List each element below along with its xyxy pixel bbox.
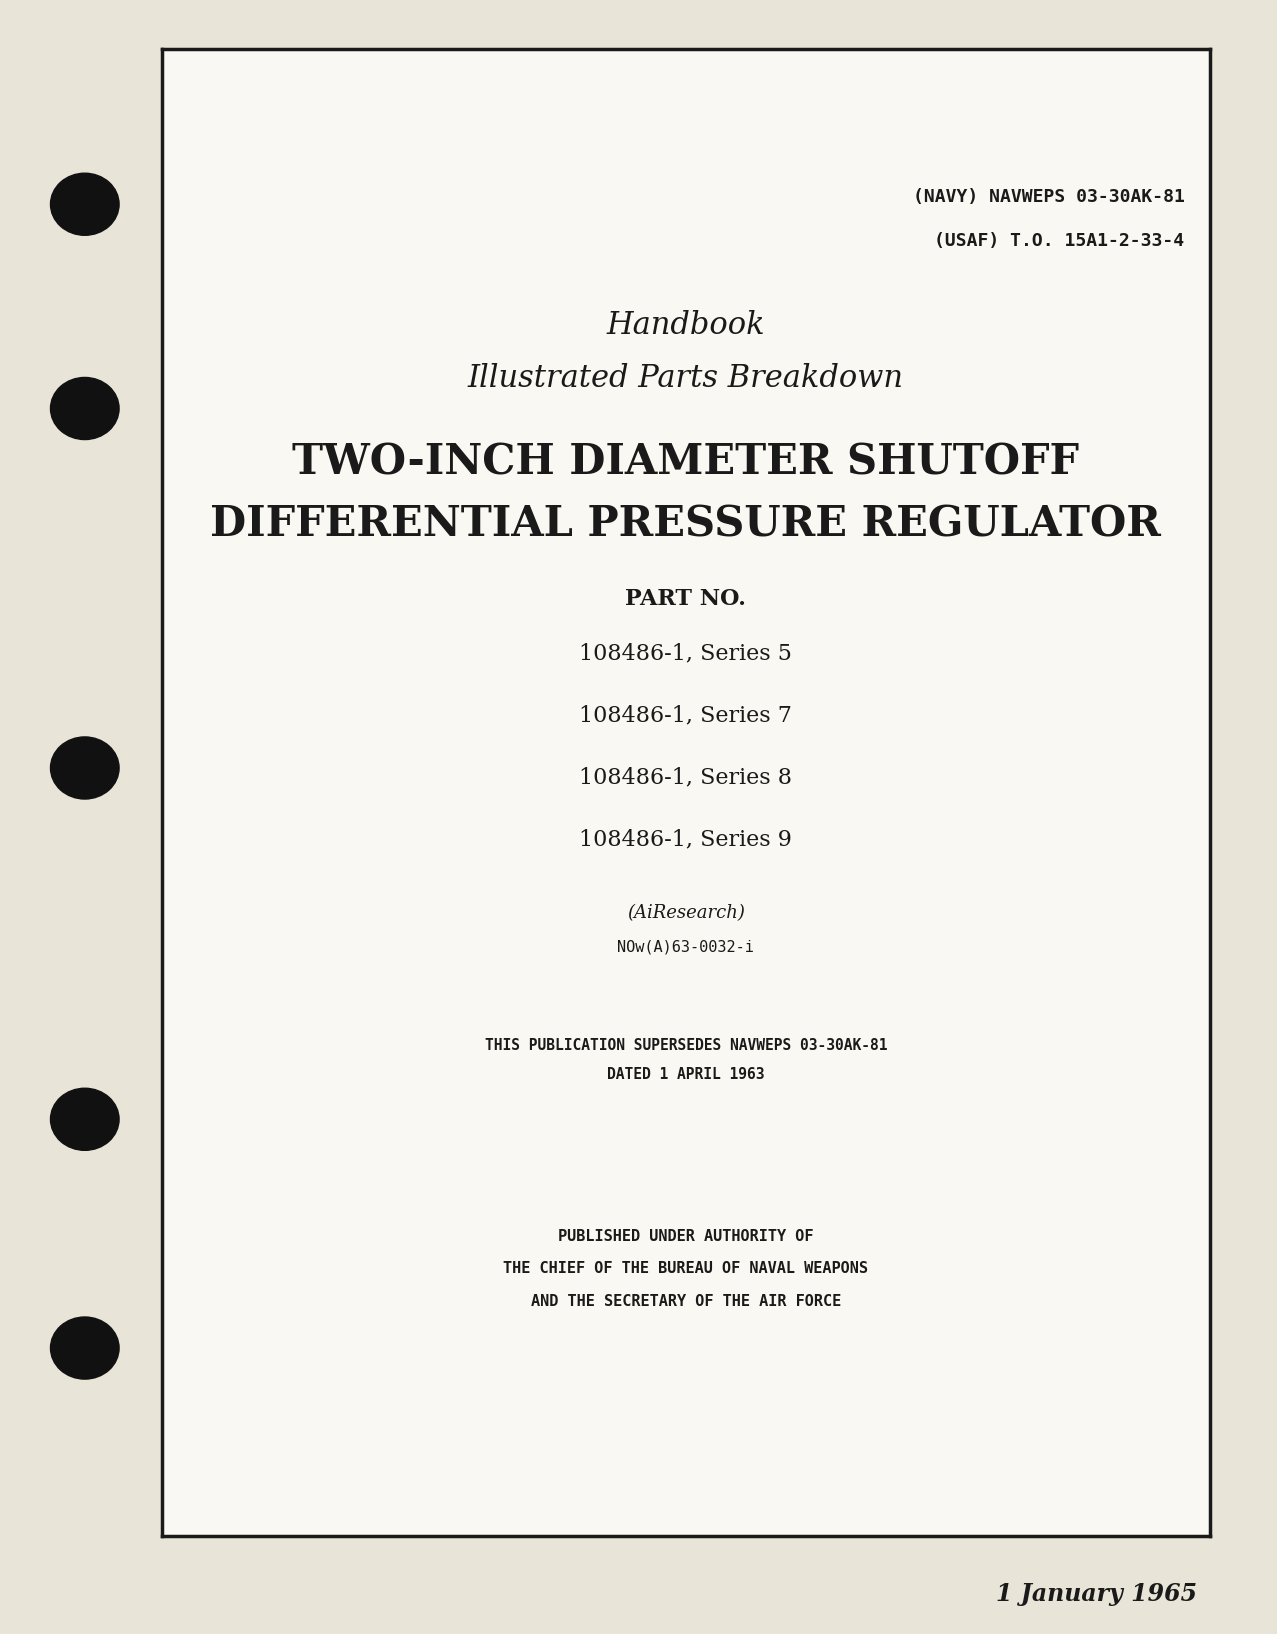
Text: 108486-1, Series 7: 108486-1, Series 7	[580, 704, 792, 725]
Text: TWO-INCH DIAMETER SHUTOFF: TWO-INCH DIAMETER SHUTOFF	[292, 441, 1079, 484]
Text: PUBLISHED UNDER AUTHORITY OF: PUBLISHED UNDER AUTHORITY OF	[558, 1229, 813, 1243]
Text: Illustrated Parts Breakdown: Illustrated Parts Breakdown	[467, 363, 904, 394]
Text: AND THE SECRETARY OF THE AIR FORCE: AND THE SECRETARY OF THE AIR FORCE	[531, 1294, 842, 1309]
Text: 108486-1, Series 5: 108486-1, Series 5	[580, 642, 792, 663]
Text: 108486-1, Series 9: 108486-1, Series 9	[580, 828, 792, 850]
Ellipse shape	[51, 737, 119, 799]
Text: (NAVY) NAVWEPS 03-30AK-81: (NAVY) NAVWEPS 03-30AK-81	[913, 188, 1185, 206]
Text: THIS PUBLICATION SUPERSEDES NAVWEPS 03-30AK-81: THIS PUBLICATION SUPERSEDES NAVWEPS 03-3…	[484, 1038, 888, 1052]
Text: DIFFERENTIAL PRESSURE REGULATOR: DIFFERENTIAL PRESSURE REGULATOR	[211, 503, 1161, 546]
Text: THE CHIEF OF THE BUREAU OF NAVAL WEAPONS: THE CHIEF OF THE BUREAU OF NAVAL WEAPONS	[503, 1261, 868, 1276]
Ellipse shape	[51, 173, 119, 235]
Ellipse shape	[51, 377, 119, 440]
Text: (USAF) T.O. 15A1-2-33-4: (USAF) T.O. 15A1-2-33-4	[935, 232, 1185, 250]
Ellipse shape	[51, 1088, 119, 1150]
Text: Handbook: Handbook	[607, 310, 765, 342]
FancyBboxPatch shape	[162, 49, 1209, 1536]
Text: DATED 1 APRIL 1963: DATED 1 APRIL 1963	[607, 1067, 765, 1082]
Text: (AiResearch): (AiResearch)	[627, 904, 744, 922]
Text: PART NO.: PART NO.	[626, 588, 746, 609]
Ellipse shape	[51, 1317, 119, 1379]
Text: 108486-1, Series 8: 108486-1, Series 8	[580, 766, 792, 788]
Text: 1 January 1965: 1 January 1965	[996, 1582, 1197, 1606]
Text: NOw(A)63-0032-i: NOw(A)63-0032-i	[617, 940, 755, 954]
